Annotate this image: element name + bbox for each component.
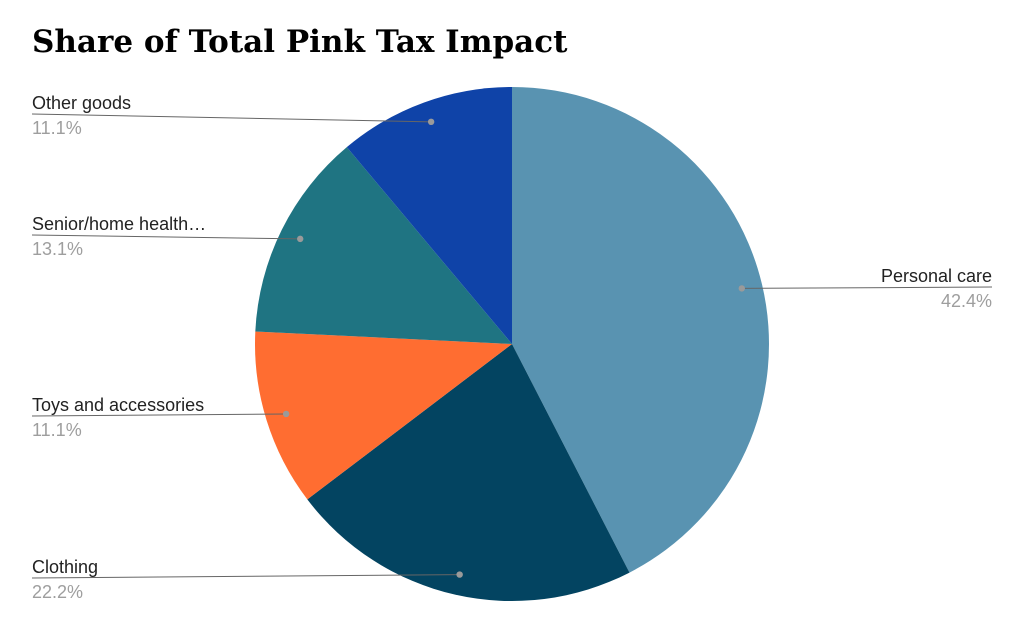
pie-slice-personal-care	[512, 87, 769, 573]
leader-dot	[456, 571, 463, 578]
leader-line	[31, 574, 460, 579]
leader-dot	[427, 118, 435, 126]
leader-line	[31, 234, 301, 240]
leader-line	[741, 286, 993, 289]
slice-label: Senior/home health…	[32, 214, 206, 234]
pie-slice-other-goods	[346, 87, 512, 344]
slice-value-label: 11.1%	[32, 118, 82, 138]
slice-value-label: 11.1%	[32, 420, 82, 440]
leader-line	[31, 413, 287, 417]
slice-value-label: 22.2%	[32, 582, 83, 602]
leader-dot	[738, 285, 746, 292]
pie-slice-senior-home-health	[255, 147, 513, 344]
leader-line	[31, 113, 432, 123]
slice-label: Toys and accessories	[32, 395, 204, 415]
chart-title: Share of Total Pink Tax Impact	[32, 24, 568, 60]
pie-slice-clothing	[307, 344, 630, 602]
slice-value-label: 42.4%	[941, 291, 992, 311]
pie-slice-toys-and-accessories	[255, 331, 513, 500]
slice-label: Clothing	[32, 557, 98, 577]
slice-value-label: 13.1%	[32, 239, 83, 259]
slice-label: Other goods	[32, 93, 131, 113]
slice-label: Personal care	[881, 266, 992, 286]
leader-dot	[297, 235, 304, 243]
leader-dot	[282, 410, 290, 418]
